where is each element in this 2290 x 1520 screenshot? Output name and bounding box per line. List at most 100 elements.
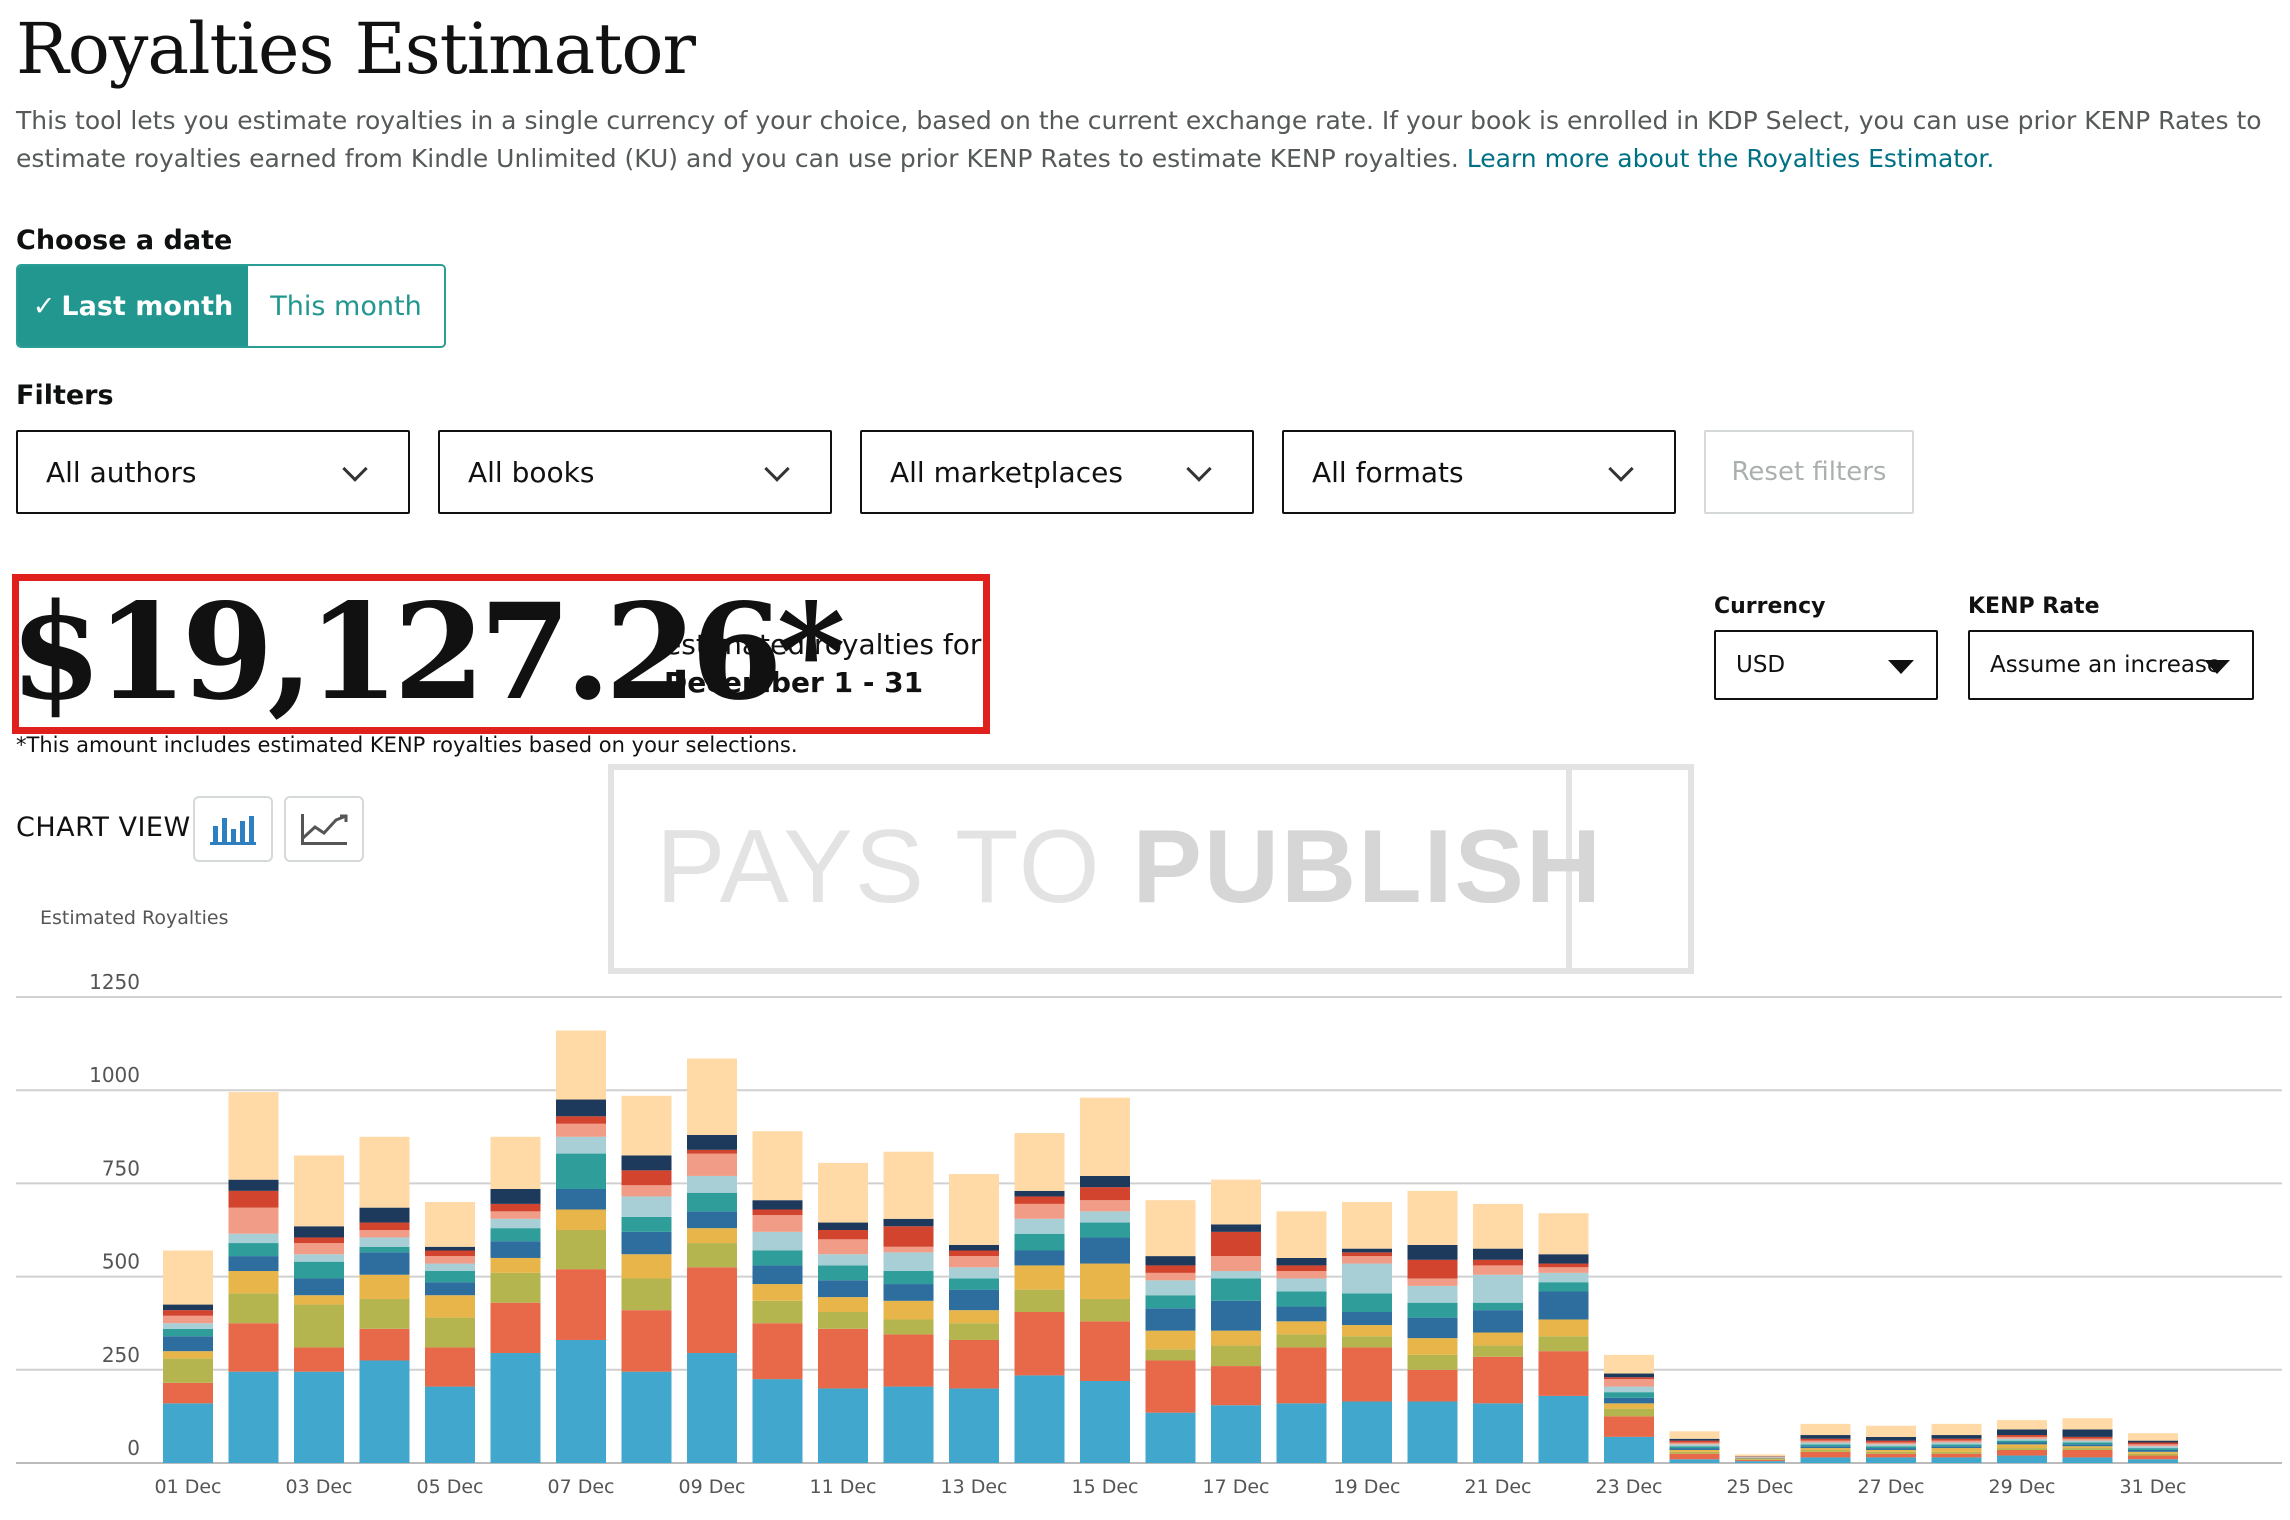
bar-segment[interactable] [1473,1248,1523,1260]
bar-segment[interactable] [359,1230,410,1238]
bar-segment[interactable] [163,1250,213,1305]
bar-segment[interactable] [359,1246,410,1253]
bar-segment[interactable] [1604,1416,1654,1437]
bar-segment[interactable] [1145,1256,1196,1266]
bar-segment[interactable] [1080,1175,1130,1188]
bar-segment[interactable] [490,1211,541,1219]
bar-segment[interactable] [818,1254,868,1266]
bar-segment[interactable] [1473,1403,1523,1463]
bar-segment[interactable] [1211,1330,1261,1346]
bar-segment[interactable] [1800,1438,1851,1441]
bar-segment[interactable] [294,1237,344,1244]
bar-segment[interactable] [1866,1451,1916,1454]
bar-segment[interactable] [1407,1278,1458,1286]
bar-segment[interactable] [1997,1420,2047,1430]
bar-segment[interactable] [1538,1267,1589,1273]
bar-segment[interactable] [1800,1423,1851,1436]
bar-segment[interactable] [1276,1334,1327,1348]
bar-segment[interactable] [1538,1351,1589,1396]
bar-segment[interactable] [1669,1453,1720,1460]
bar-segment[interactable] [1931,1453,1982,1458]
bar-segment[interactable] [425,1317,475,1348]
bar-segment[interactable] [1080,1298,1130,1322]
bar-segment[interactable] [163,1315,213,1324]
bar-segment[interactable] [1342,1401,1392,1463]
bar-segment[interactable] [1538,1272,1589,1283]
bar-segment[interactable] [752,1250,803,1266]
bar-segment[interactable] [228,1207,279,1234]
bar-segment[interactable] [163,1358,213,1383]
bar-segment[interactable] [1407,1302,1458,1318]
bar-segment[interactable] [1145,1412,1196,1463]
bar-segment[interactable] [883,1284,934,1301]
bar-segment[interactable] [1342,1263,1392,1294]
bar-segment[interactable] [1997,1440,2047,1443]
bar-segment[interactable] [1735,1459,1785,1461]
bar-segment[interactable] [687,1058,737,1135]
bar-segment[interactable] [1014,1233,1065,1251]
bar-segment[interactable] [359,1252,410,1275]
bar-segment[interactable] [883,1252,934,1272]
bar-segment[interactable] [1997,1438,2047,1441]
bar-segment[interactable] [883,1300,934,1320]
bar-segment[interactable] [1080,1263,1130,1299]
bar-segment[interactable] [1145,1200,1196,1257]
bar-segment[interactable] [2062,1442,2113,1445]
bar-segment[interactable] [1538,1254,1589,1264]
bar-segment[interactable] [1080,1380,1130,1463]
bar-segment[interactable] [1211,1256,1261,1272]
bar-segment[interactable] [1080,1222,1130,1238]
bar-segment[interactable] [1735,1460,1785,1462]
bar-segment[interactable] [1669,1459,1720,1463]
bar-segment[interactable] [1538,1319,1589,1337]
bar-segment[interactable] [2128,1453,2178,1456]
bar-segment[interactable] [1211,1224,1261,1232]
bar-segment[interactable] [556,1153,606,1189]
bar-segment[interactable] [818,1162,868,1223]
bar-segment[interactable] [490,1353,541,1463]
bar-segment[interactable] [1342,1248,1392,1253]
bar-segment[interactable] [1014,1265,1065,1290]
bar-segment[interactable] [752,1200,803,1210]
bar-segment[interactable] [490,1188,541,1204]
bar-segment[interactable] [1866,1446,1916,1449]
bar-segment[interactable] [752,1265,803,1285]
bar-segment[interactable] [1604,1392,1654,1398]
bar-segment[interactable] [818,1328,868,1389]
bar-segment[interactable] [294,1155,344,1227]
bar-segment[interactable] [294,1261,344,1279]
bar-segment[interactable] [1211,1231,1261,1257]
bar-segment[interactable] [1342,1325,1392,1337]
bar-segment[interactable] [1866,1453,1916,1458]
bar-segment[interactable] [1735,1454,1785,1457]
bar-segment[interactable] [425,1386,475,1463]
bar-chart-view-button[interactable] [193,796,273,862]
bar-segment[interactable] [1931,1435,1982,1439]
bar-segment[interactable] [1931,1451,1982,1454]
bar-segment[interactable] [1014,1250,1065,1266]
bar-segment[interactable] [2128,1442,2178,1445]
bar-segment[interactable] [1800,1451,1851,1458]
bar-segment[interactable] [2062,1438,2113,1441]
bar-segment[interactable] [1211,1366,1261,1406]
bar-segment[interactable] [949,1256,999,1268]
bar-segment[interactable] [1145,1349,1196,1361]
bar-segment[interactable] [1604,1379,1654,1387]
bar-segment[interactable] [1080,1211,1130,1223]
bar-segment[interactable] [1473,1203,1523,1249]
bar-segment[interactable] [1080,1237,1130,1264]
bar-segment[interactable] [359,1298,410,1329]
bar-segment[interactable] [1342,1202,1392,1249]
bar-segment[interactable] [163,1328,213,1337]
bar-segment[interactable] [1276,1271,1327,1279]
bar-segment[interactable] [1931,1444,1982,1447]
bar-segment[interactable] [556,1123,606,1137]
bar-segment[interactable] [818,1297,868,1313]
bar-segment[interactable] [1866,1449,1916,1452]
bar-segment[interactable] [425,1202,475,1247]
formats-dropdown[interactable]: All formats [1282,430,1676,514]
bar-segment[interactable] [2062,1440,2113,1443]
bar-segment[interactable] [1931,1457,1982,1463]
bar-segment[interactable] [359,1136,410,1208]
bar-segment[interactable] [687,1267,737,1354]
